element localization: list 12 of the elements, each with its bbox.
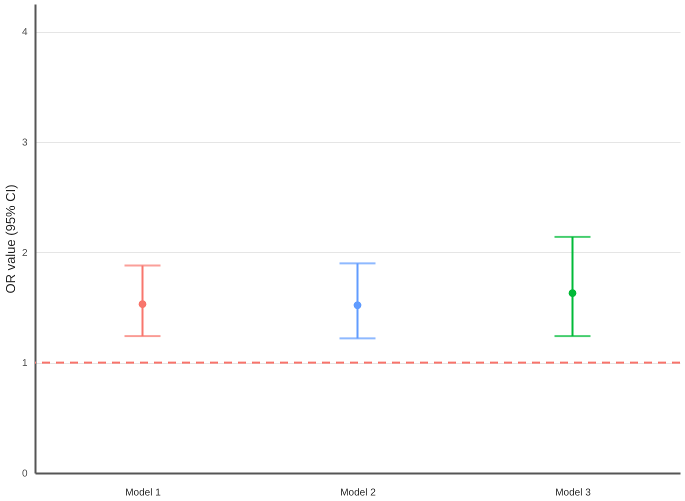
y-tick-label: 2 <box>22 248 28 259</box>
x-tick-label: Model 1 <box>125 488 162 498</box>
point <box>568 289 576 297</box>
y-tick-label: 0 <box>22 468 28 480</box>
x-tick-label: Model 3 <box>555 488 592 498</box>
point <box>138 300 146 308</box>
point <box>354 301 362 310</box>
y-tick-label: 4 <box>22 27 28 38</box>
y-tick-label: 3 <box>22 137 28 148</box>
y-tick-label: 1 <box>22 358 28 370</box>
x-tick-label: Model 2 <box>340 488 376 498</box>
y-axis-title: OR value (95% CI) <box>2 184 18 294</box>
